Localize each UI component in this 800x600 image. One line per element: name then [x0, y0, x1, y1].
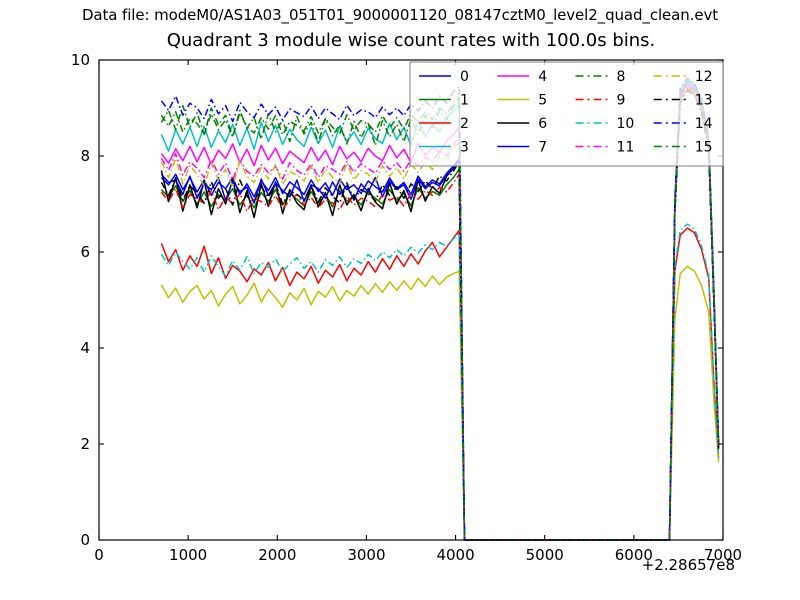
legend-label: 8 [617, 69, 626, 85]
y-tick-label: 10 [71, 51, 90, 69]
legend-entry-9[interactable]: 9 [575, 93, 626, 109]
legend-entry-0[interactable]: 0 [419, 69, 469, 85]
legend-entry-7[interactable]: 7 [497, 140, 547, 156]
legend-label: 3 [460, 140, 469, 156]
legend-label: 9 [617, 93, 626, 109]
legend-entry-11[interactable]: 11 [575, 140, 635, 156]
data-line-module-5 [160, 265, 720, 541]
legend-label: 7 [538, 140, 547, 156]
x-tick-label: 0 [94, 546, 104, 564]
legend-label: 5 [538, 93, 547, 109]
legend-entry-13[interactable]: 13 [653, 93, 713, 109]
legend-entry-14[interactable]: 14 [653, 116, 713, 132]
legend-entry-12[interactable]: 12 [653, 69, 713, 85]
x-tick-label: 4000 [436, 546, 474, 564]
legend-label: 13 [695, 93, 713, 109]
data-line-module-10 [160, 223, 720, 541]
legend-label: 2 [460, 116, 469, 132]
x-tick-label: 1000 [169, 546, 207, 564]
data-line-module-14 [160, 77, 720, 541]
data-line-module-8 [160, 79, 720, 541]
legend-label: 12 [695, 69, 713, 85]
x-tick-label: 5000 [526, 546, 564, 564]
legend-label: 10 [617, 116, 635, 132]
legend-entry-6[interactable]: 6 [497, 116, 547, 132]
x-tick-label: 3000 [347, 546, 385, 564]
legend-entry-10[interactable]: 10 [575, 116, 635, 132]
x-tick-label: 2000 [258, 546, 296, 564]
data-line-module-2 [160, 227, 720, 541]
y-tick-label: 0 [80, 531, 90, 549]
y-tick-label: 4 [80, 339, 90, 357]
legend-entry-15[interactable]: 15 [653, 140, 713, 156]
legend-entry-5[interactable]: 5 [497, 93, 547, 109]
legend-label: 6 [538, 116, 547, 132]
legend-entry-3[interactable]: 3 [419, 140, 469, 156]
x-tick-label: 7000 [704, 546, 742, 564]
legend-label: 1 [460, 93, 469, 109]
legend-entry-4[interactable]: 4 [497, 69, 547, 85]
legend-label: 14 [695, 116, 713, 132]
legend-entry-8[interactable]: 8 [575, 69, 626, 85]
x-axis-offset-label: +2.28657e8 [641, 556, 735, 574]
chart-title: Quadrant 3 module wise count rates with … [166, 30, 656, 51]
y-tick-label: 2 [80, 435, 90, 453]
legend-label: 15 [695, 140, 713, 156]
axes-frame-rect [98, 59, 724, 541]
legend-entry-1[interactable]: 1 [419, 93, 469, 109]
legend-box [409, 61, 724, 167]
legend-label: 11 [617, 140, 635, 156]
legend-label: 0 [460, 69, 469, 85]
y-tick-label: 8 [80, 147, 90, 165]
y-tick-label: 6 [80, 243, 90, 261]
legend-label: 4 [538, 69, 547, 85]
data-file-label: Data file: modeM0/AS1A03_051T01_90000011… [81, 6, 719, 24]
data-line-module-13 [160, 89, 720, 541]
axes-frame [98, 59, 724, 541]
legend-entry-2[interactable]: 2 [419, 116, 469, 132]
x-tick-label: 6000 [615, 546, 653, 564]
